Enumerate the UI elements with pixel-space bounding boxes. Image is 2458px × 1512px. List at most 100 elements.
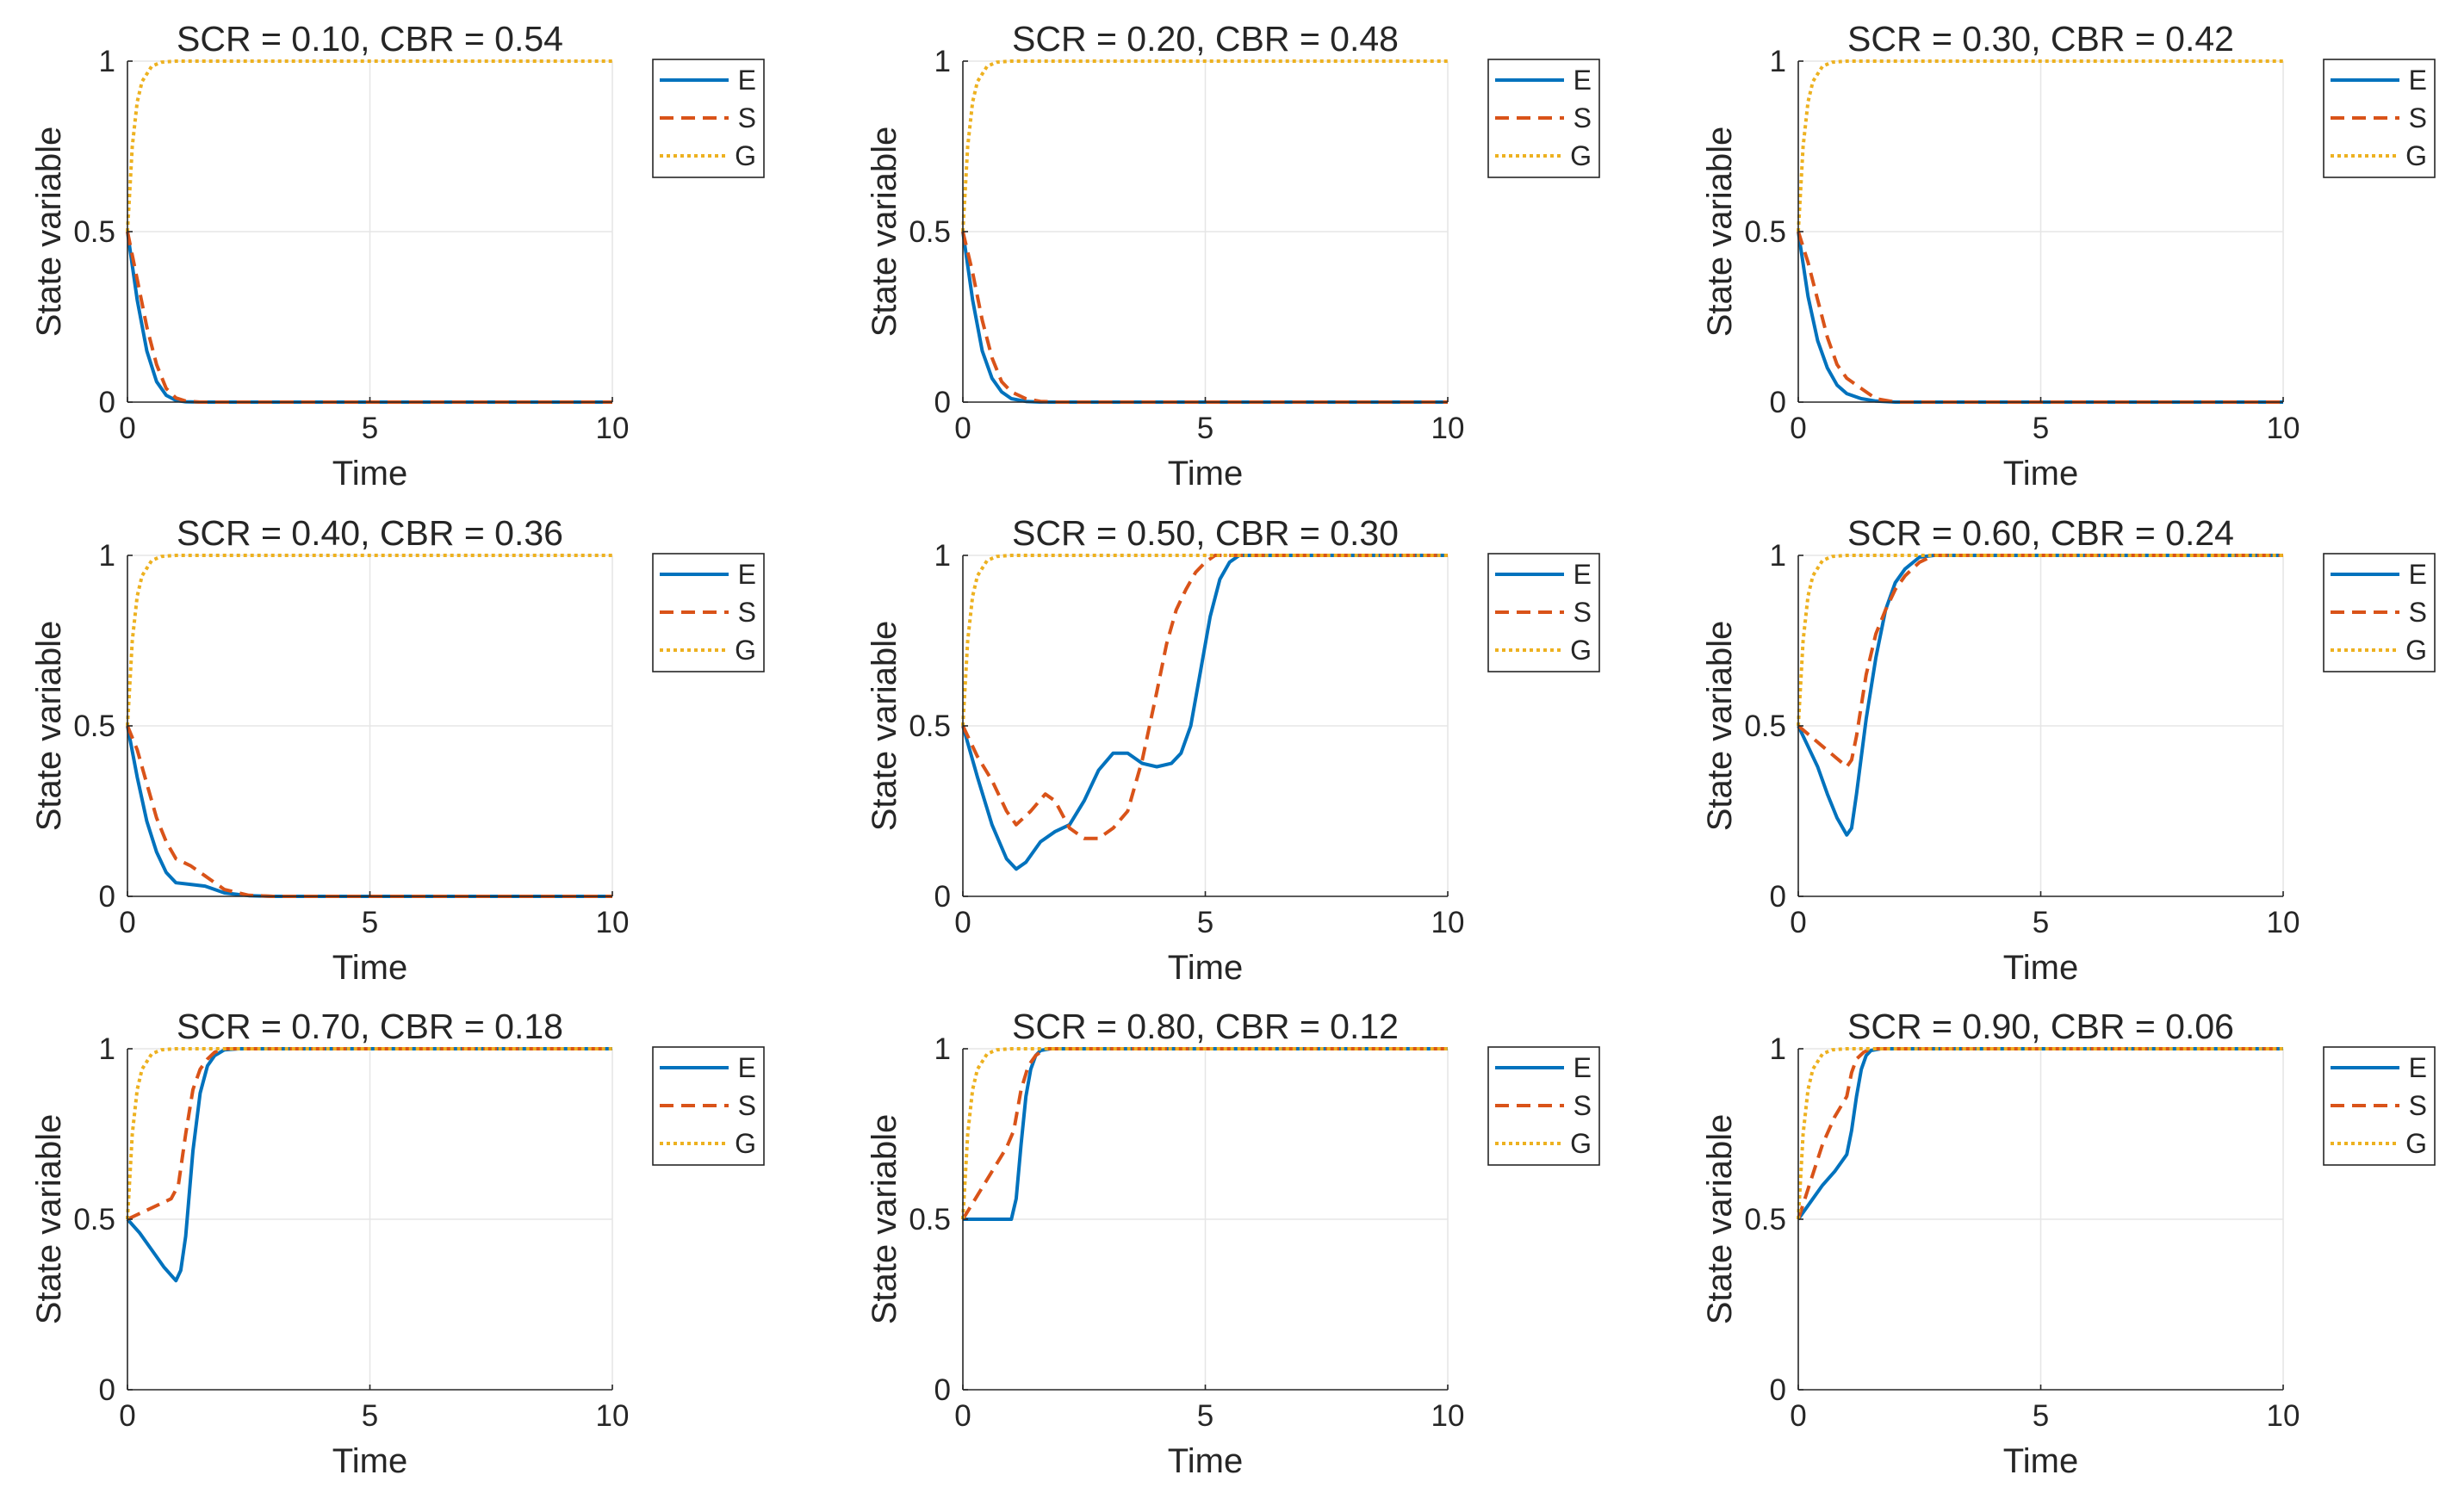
series-line-g xyxy=(1797,554,2283,727)
y-tick-label: 0.5 xyxy=(73,1203,115,1236)
x-tick-label: 0 xyxy=(119,1399,135,1433)
x-tick-label: 10 xyxy=(1431,906,1465,939)
x-tick-label: 5 xyxy=(1197,412,1213,445)
x-tick-label: 10 xyxy=(596,906,630,939)
y-tick-label: 1 xyxy=(934,539,951,573)
legend-label-e: E xyxy=(738,1052,756,1083)
y-tick-label: 0 xyxy=(99,1373,115,1407)
legend-label-g: G xyxy=(2405,635,2427,666)
series-line-g xyxy=(126,59,612,232)
legend-label-g: G xyxy=(1570,635,1592,666)
subplot-7: 0 5 10 0 0.5 1 Time State variable SCR = 0.70, C… xyxy=(30,1007,765,1480)
series-line-g xyxy=(961,1047,1448,1220)
series-line-g xyxy=(1797,1047,2283,1220)
legend-label-e: E xyxy=(2409,1052,2427,1083)
series-line-g xyxy=(961,554,1448,727)
y-tick-label: 1 xyxy=(934,45,951,78)
legend-label-e: E xyxy=(1573,65,1592,96)
y-tick-label: 0 xyxy=(99,386,115,419)
subplot-title: SCR = 0.30, CBR = 0.42 xyxy=(1847,19,2234,59)
subplot-title: SCR = 0.80, CBR = 0.12 xyxy=(1012,1007,1399,1046)
legend-label-e: E xyxy=(2409,559,2427,590)
legend-label-g: G xyxy=(735,1128,756,1159)
legend-label-g: G xyxy=(2405,140,2427,171)
x-axis-label: Time xyxy=(332,455,407,493)
series-line-g xyxy=(1797,59,2283,232)
y-tick-label: 0 xyxy=(1770,1373,1786,1407)
y-axis-label: State variable xyxy=(30,1114,68,1325)
legend-label-s: S xyxy=(738,102,756,133)
subplot-title: SCR = 0.40, CBR = 0.36 xyxy=(177,513,563,553)
x-tick-label: 0 xyxy=(119,412,135,445)
y-tick-label: 0.5 xyxy=(73,215,115,249)
legend-label-e: E xyxy=(738,559,756,590)
y-tick-label: 0.5 xyxy=(909,1203,951,1236)
series-line-e xyxy=(1797,1047,2283,1221)
series-line-e xyxy=(1797,554,2283,837)
legend-label-e: E xyxy=(2409,65,2427,96)
y-tick-label: 1 xyxy=(1770,45,1786,78)
x-tick-label: 10 xyxy=(596,412,630,445)
subplot-title: SCR = 0.60, CBR = 0.24 xyxy=(1847,513,2234,553)
legend: ESG xyxy=(1487,1046,1600,1166)
legend-label-s: S xyxy=(2409,102,2427,133)
legend-label-e: E xyxy=(738,65,756,96)
legend: ESG xyxy=(652,59,765,178)
subplot-3: 0 5 10 0 0.5 1 Time State variable SCR = 0.30, C… xyxy=(1701,19,2436,493)
y-tick-label: 1 xyxy=(1770,1032,1786,1066)
y-axis-label: State variable xyxy=(866,621,903,832)
y-tick-label: 0 xyxy=(1770,880,1786,914)
subplot-5: 0 5 10 0 0.5 1 Time State variable SCR = 0.50, C… xyxy=(866,513,1600,987)
x-tick-label: 0 xyxy=(119,906,135,939)
y-tick-label: 1 xyxy=(99,45,115,78)
x-tick-label: 5 xyxy=(362,906,378,939)
series-line-s xyxy=(961,554,1448,840)
series-line-s xyxy=(961,231,1448,404)
subplot-title: SCR = 0.10, CBR = 0.54 xyxy=(177,19,563,59)
y-tick-label: 0 xyxy=(1770,386,1786,419)
x-tick-label: 10 xyxy=(2267,1399,2300,1433)
series-line-s xyxy=(127,1047,612,1221)
x-tick-label: 5 xyxy=(362,1399,378,1433)
x-tick-label: 10 xyxy=(1431,412,1465,445)
series-line-e xyxy=(961,554,1448,871)
series-line-e xyxy=(126,1047,612,1283)
y-tick-label: 0.5 xyxy=(909,710,951,743)
x-tick-label: 0 xyxy=(1790,412,1806,445)
x-axis-label: Time xyxy=(1168,949,1243,987)
series-line-s xyxy=(1797,554,2283,769)
legend-label-g: G xyxy=(1570,140,1592,171)
legend-label-g: G xyxy=(735,635,756,666)
subplot-9: 0 5 10 0 0.5 1 Time State variable SCR = 0.90, C… xyxy=(1701,1007,2436,1480)
subplot-2: 0 5 10 0 0.5 1 Time State variable SCR = 0.20, C… xyxy=(866,19,1600,493)
legend-label-e: E xyxy=(1573,559,1592,590)
x-axis-label: Time xyxy=(332,1442,407,1480)
y-tick-label: 0.5 xyxy=(909,215,951,249)
x-tick-label: 0 xyxy=(1790,1399,1806,1433)
series-line-e xyxy=(963,1047,1448,1221)
x-tick-label: 5 xyxy=(1197,906,1213,939)
x-axis-label: Time xyxy=(2003,1442,2078,1480)
y-tick-label: 1 xyxy=(99,1032,115,1066)
x-tick-label: 5 xyxy=(362,412,378,445)
y-axis-label: State variable xyxy=(1701,621,1739,832)
subplot-title: SCR = 0.70, CBR = 0.18 xyxy=(177,1007,563,1046)
legend: ESG xyxy=(2323,553,2436,672)
subplot-title: SCR = 0.20, CBR = 0.48 xyxy=(1012,19,1399,59)
legend: ESG xyxy=(2323,1046,2436,1166)
subplot-8: 0 5 10 0 0.5 1 Time State variable SCR = 0.80, C… xyxy=(866,1007,1600,1480)
y-tick-label: 1 xyxy=(1770,539,1786,573)
series-line-g xyxy=(126,1047,612,1220)
x-tick-label: 5 xyxy=(1197,1399,1213,1433)
x-tick-label: 0 xyxy=(954,1399,971,1433)
x-tick-label: 10 xyxy=(2267,906,2300,939)
subplot-title: SCR = 0.50, CBR = 0.30 xyxy=(1012,513,1399,553)
y-axis-label: State variable xyxy=(1701,127,1739,338)
y-tick-label: 0 xyxy=(934,880,951,914)
x-axis-label: Time xyxy=(332,949,407,987)
x-tick-label: 10 xyxy=(1431,1399,1465,1433)
legend-label-s: S xyxy=(2409,597,2427,628)
series-line-g xyxy=(126,554,612,727)
legend-label-s: S xyxy=(738,1090,756,1121)
